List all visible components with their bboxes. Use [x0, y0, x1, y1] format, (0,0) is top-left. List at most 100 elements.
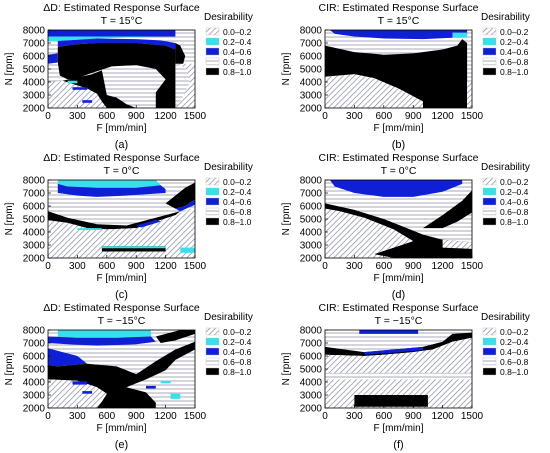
legend-swatch: [205, 47, 220, 56]
desirability-region: [57, 183, 166, 197]
x-tick-label: 1500: [461, 111, 484, 122]
desirability-region: [359, 330, 419, 334]
x-axis-label: F [mm/min]: [374, 423, 424, 434]
y-tick-label: 8000: [300, 26, 323, 37]
legend-swatch: [205, 197, 220, 206]
x-axis-label: F [mm/min]: [97, 423, 147, 434]
legend-swatch: [205, 177, 220, 186]
y-tick-label: 2000: [23, 104, 46, 115]
panel-label: (e): [115, 439, 128, 451]
x-tick-label: 600: [375, 111, 392, 122]
legend-label: 0.0–0.2: [223, 27, 252, 37]
x-tick-label: 0: [322, 411, 328, 422]
x-tick-label: 600: [98, 111, 115, 122]
desirability-region: [62, 70, 137, 108]
y-axis-label: N [rpm]: [281, 52, 292, 85]
x-tick-label: 0: [322, 261, 328, 272]
desirability-region: [175, 43, 186, 64]
desirability-region: [354, 395, 428, 408]
y-tick-label: 2000: [23, 404, 46, 415]
y-tick-label: 2000: [23, 254, 46, 265]
desirability-region: [57, 330, 151, 338]
legend: Desirability 0.0–0.20.2–0.40.4–0.60.6–0.8…: [204, 312, 253, 377]
y-tick-label: 6000: [23, 202, 46, 213]
y-tick-label: 3000: [300, 241, 323, 252]
panel-subtitle: T = 0°C: [104, 165, 140, 177]
legend-label: 0.8–1.0: [223, 367, 252, 377]
legend-label: 0.2–0.4: [500, 337, 529, 347]
desirability-region: [467, 82, 472, 108]
y-axis-label: N [rpm]: [4, 202, 15, 235]
panel-title: ΔD: Estimated Response Surface: [43, 302, 200, 314]
desirability-region: [170, 393, 181, 399]
x-tick-label: 300: [346, 111, 363, 122]
legend-label: 0.0–0.2: [500, 27, 529, 37]
x-tick-label: 1500: [184, 111, 207, 122]
legend-swatch: [205, 357, 220, 366]
legend-swatch: [482, 67, 497, 76]
plot-area: [48, 180, 195, 258]
legend-swatch: [205, 187, 220, 196]
legend-label: 0.4–0.6: [223, 347, 252, 357]
legend-title: Desirability: [204, 162, 253, 173]
legend-swatch: [205, 217, 220, 226]
legend-label: 0.0–0.2: [500, 327, 529, 337]
desirability-region: [48, 336, 156, 346]
y-tick-label: 8000: [300, 176, 323, 187]
legend-swatch: [482, 207, 497, 216]
desirability-region: [325, 203, 472, 258]
panel-label: (d): [392, 289, 405, 301]
legend-swatch: [482, 327, 497, 336]
y-tick-label: 4000: [23, 378, 46, 389]
desirability-region: [57, 180, 161, 188]
legend-swatch: [482, 27, 497, 36]
legend-label: 0.8–1.0: [500, 367, 529, 377]
legend-swatch: [482, 347, 497, 356]
y-axis-label: N [rpm]: [4, 52, 15, 85]
y-tick-label: 5000: [23, 365, 46, 376]
x-tick-label: 1200: [154, 261, 177, 272]
y-tick-label: 6000: [23, 52, 46, 63]
desirability-region: [67, 80, 78, 84]
y-tick-label: 3000: [23, 91, 46, 102]
legend-label: 0.4–0.6: [500, 197, 529, 207]
desirability-region: [82, 391, 93, 394]
legend-swatch: [205, 27, 220, 36]
y-tick-label: 7000: [300, 39, 323, 50]
y-tick-label: 6000: [300, 202, 323, 213]
x-tick-label: 1200: [154, 411, 177, 422]
panel-subtitle: T = −15°C: [375, 315, 423, 327]
desirability-region: [325, 337, 472, 408]
legend-title: Desirability: [204, 12, 253, 23]
y-tick-label: 5000: [300, 215, 323, 226]
panel-title: ΔD: Estimated Response Surface: [43, 2, 200, 14]
desirability-region: [329, 180, 463, 197]
legend-swatch: [482, 57, 497, 66]
panel-subtitle: T = 15°C: [378, 15, 420, 27]
legend-label: 0.0–0.2: [223, 177, 252, 187]
y-tick-label: 8000: [23, 176, 46, 187]
y-axis-label: N [rpm]: [281, 352, 292, 385]
x-tick-label: 600: [375, 411, 392, 422]
legend-swatch: [482, 367, 497, 376]
x-tick-label: 0: [45, 111, 51, 122]
x-tick-label: 600: [98, 411, 115, 422]
desirability-region: [325, 39, 468, 108]
legend-label: 0.2–0.4: [500, 37, 529, 47]
desirability-region: [329, 30, 468, 40]
legend-swatch: [482, 187, 497, 196]
panel-label: (a): [115, 139, 128, 151]
y-tick-label: 5000: [23, 65, 46, 76]
desirability-region: [48, 211, 181, 230]
desirability-region: [48, 341, 195, 408]
legend-label: 0.4–0.6: [223, 197, 252, 207]
legend-swatch: [205, 347, 220, 356]
panel-subtitle: T = 0°C: [381, 165, 417, 177]
y-tick-label: 6000: [23, 352, 46, 363]
x-tick-label: 300: [346, 411, 363, 422]
legend-swatch: [205, 57, 220, 66]
